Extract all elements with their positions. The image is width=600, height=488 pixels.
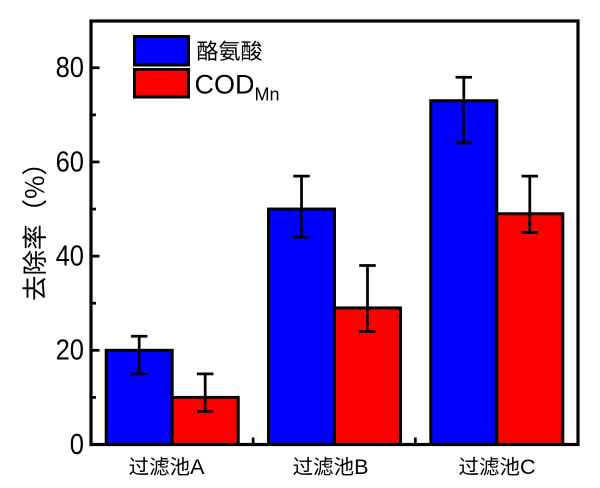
svg-text:60: 60 <box>56 145 84 178</box>
svg-text:CODMn: CODMn <box>195 70 280 105</box>
svg-text:0: 0 <box>70 427 84 460</box>
svg-text:20: 20 <box>56 333 84 366</box>
svg-text:80: 80 <box>56 51 84 84</box>
svg-text:B: B <box>354 455 368 479</box>
svg-text:40: 40 <box>56 239 84 272</box>
svg-text:A: A <box>190 455 205 479</box>
svg-text:C: C <box>520 455 536 479</box>
